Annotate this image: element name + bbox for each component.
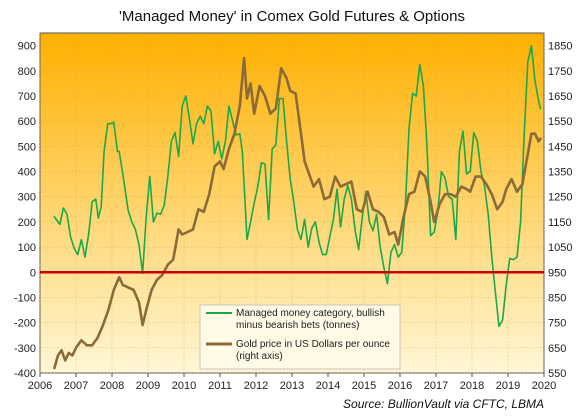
series-layer — [53, 44, 542, 370]
y2-tick-label: 750 — [548, 318, 566, 330]
chart-title: 'Managed Money' in Comex Gold Futures & … — [119, 8, 465, 25]
x-tick-label: 2013 — [280, 380, 304, 392]
y2-tick-label: 550 — [548, 368, 566, 380]
legend-label-managed-money: Managed money category, bullish minus be… — [236, 308, 388, 331]
x-tick-label: 2007 — [64, 380, 88, 392]
legend-label-gold-price-line2: (right axis) — [236, 351, 283, 362]
y-tick-label: 200 — [18, 217, 36, 229]
x-tick-label: 2016 — [388, 380, 412, 392]
x-tick-label: 2008 — [100, 380, 124, 392]
x-tick-label: 2006 — [28, 380, 52, 392]
series-line-gold-price — [53, 56, 542, 370]
legend-label-gold-price-line1: Gold price in US Dollars per ounce — [236, 339, 390, 350]
y-tick-label: 500 — [18, 141, 36, 153]
x-axis-ticks: 2006 2007 2008 2009 2010 2011 2012 2013 2014 2015… — [28, 373, 556, 392]
series-line-managed-money — [53, 44, 542, 328]
legend-label-managed-money-line1: Managed money category, bullish — [236, 308, 385, 319]
x-tick-label: 2017 — [424, 380, 448, 392]
y-tick-label: 0 — [30, 267, 36, 279]
y2-tick-label: 1150 — [548, 217, 572, 229]
right-axis-ticks: 550 650 750 850 950 1050 1150 1250 1350 1450 1550 1… — [548, 41, 572, 380]
y2-tick-label: 1550 — [548, 116, 572, 128]
source-note: Source: BullionVault via CFTC, LBMA — [343, 397, 544, 411]
y-tick-label: 900 — [18, 41, 36, 53]
y-tick-label: -100 — [14, 292, 36, 304]
x-tick-label: 2018 — [460, 380, 484, 392]
left-axis-ticks: -400 -300 -200 -100 0 100 200 300 400 500 600 700 80… — [14, 41, 36, 380]
y2-tick-label: 1750 — [548, 66, 572, 78]
y-tick-label: 400 — [18, 167, 36, 179]
y2-tick-label: 650 — [548, 343, 566, 355]
x-tick-label: 2014 — [316, 380, 340, 392]
y2-tick-label: 1450 — [548, 141, 572, 153]
legend: Managed money category, bullish minus be… — [199, 304, 401, 370]
x-tick-label: 2012 — [244, 380, 268, 392]
x-tick-label: 2020 — [532, 380, 556, 392]
y-tick-label: -400 — [14, 368, 36, 380]
y-tick-label: 800 — [18, 66, 36, 78]
x-tick-label: 2019 — [496, 380, 520, 392]
x-tick-label: 2015 — [352, 380, 376, 392]
y-tick-label: 700 — [18, 91, 36, 103]
legend-label-managed-money-line2: minus bearish bets (tonnes) — [236, 320, 359, 331]
gridlines — [39, 33, 545, 374]
y-tick-label: -200 — [14, 318, 36, 330]
y2-tick-label: 1050 — [548, 242, 572, 254]
y2-tick-label: 1350 — [548, 167, 572, 179]
legend-label-gold-price: Gold price in US Dollars per ounce (righ… — [236, 339, 393, 362]
y2-tick-label: 1250 — [548, 192, 572, 204]
x-tick-label: 2009 — [136, 380, 160, 392]
y2-tick-label: 850 — [548, 292, 566, 304]
x-tick-label: 2010 — [172, 380, 196, 392]
y-tick-label: -300 — [14, 343, 36, 355]
y2-tick-label: 950 — [548, 267, 566, 279]
y2-tick-label: 1650 — [548, 91, 572, 103]
y-tick-label: 100 — [18, 242, 36, 254]
legend-box — [199, 304, 401, 370]
y-tick-label: 300 — [18, 192, 36, 204]
y-tick-label: 600 — [18, 116, 36, 128]
x-tick-label: 2011 — [208, 380, 232, 392]
y2-tick-label: 1850 — [548, 41, 572, 53]
